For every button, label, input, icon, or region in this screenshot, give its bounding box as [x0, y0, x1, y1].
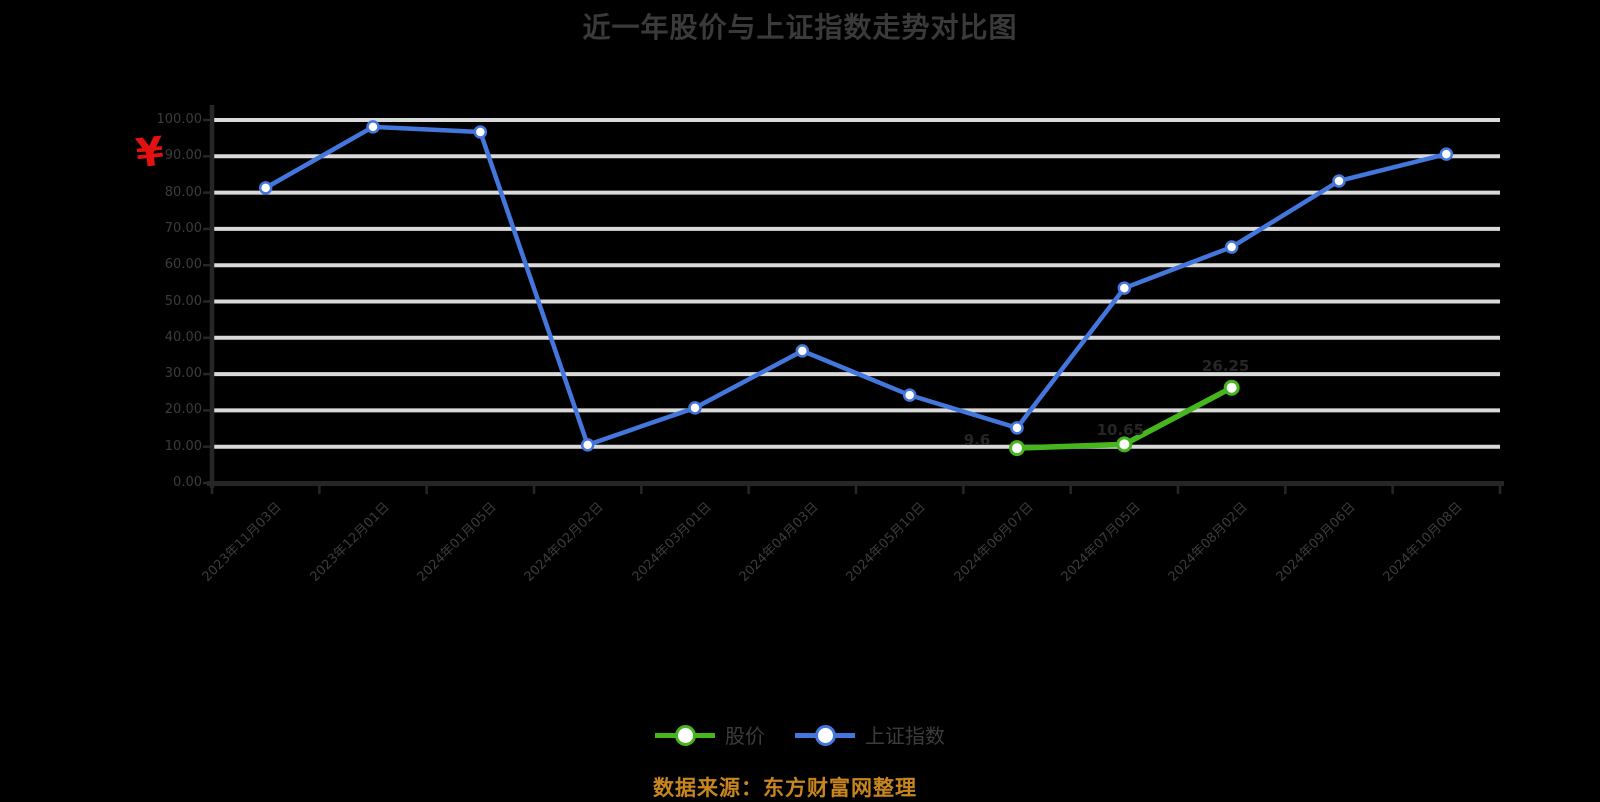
y-axis-tick-label: 100.00 [156, 112, 203, 127]
legend-item-blue-series: 上证指数 [795, 720, 945, 749]
blue-series-line [263, 124, 1449, 448]
green-series-data-label: 26.25 [1201, 356, 1250, 375]
legend-item-green-series: 股价 [655, 720, 765, 749]
legend-swatch-green [655, 723, 715, 747]
blue-series-point [1224, 240, 1239, 254]
legend-swatch-blue [795, 723, 855, 747]
blue-series-point [688, 401, 702, 415]
blue-series-point [795, 344, 810, 358]
y-axis-tick-label: 10.00 [164, 438, 202, 454]
blue-series-point [258, 181, 273, 195]
legend-marker-blue [815, 724, 836, 746]
y-axis-tick-label: 60.00 [164, 257, 202, 273]
blue-series-point [473, 125, 488, 139]
green-series-data-label: 10.65 [1096, 421, 1145, 440]
y-axis-tick-label: 20.00 [164, 402, 202, 418]
y-axis-tick-label: 0.00 [173, 475, 202, 490]
blue-series-point [1117, 281, 1132, 295]
blue-series-point [1332, 174, 1346, 188]
y-axis-tick-label: 90.00 [164, 148, 202, 164]
green-series-point [1116, 436, 1133, 453]
green-series-point [1223, 379, 1240, 396]
y-axis-tick-label: 50.00 [164, 293, 202, 309]
y-axis-tick-label: 80.00 [164, 184, 202, 200]
blue-series-point [1439, 147, 1454, 161]
chart-legend: 股价 上证指数 [0, 720, 1600, 749]
y-axis-tick-label: 40.00 [164, 329, 202, 345]
data-source-note: 数据来源：东方财富网整理 [653, 776, 917, 800]
green-series-point [1009, 440, 1025, 457]
y-axis-tick-label: 30.00 [164, 366, 202, 382]
blue-series-point [366, 120, 380, 134]
blue-series-point [580, 438, 595, 452]
chart-title: 近一年股价与上证指数走势对比图 [582, 11, 1018, 44]
legend-marker-green [675, 724, 696, 746]
y-axis-tick-label: 70.00 [164, 220, 202, 236]
legend-label-blue: 上证指数 [865, 724, 945, 748]
green-series-data-label: 9.6 [963, 431, 991, 450]
blue-series-point [902, 388, 917, 402]
legend-label-green: 股价 [725, 724, 765, 748]
blue-series-point [1010, 421, 1024, 435]
